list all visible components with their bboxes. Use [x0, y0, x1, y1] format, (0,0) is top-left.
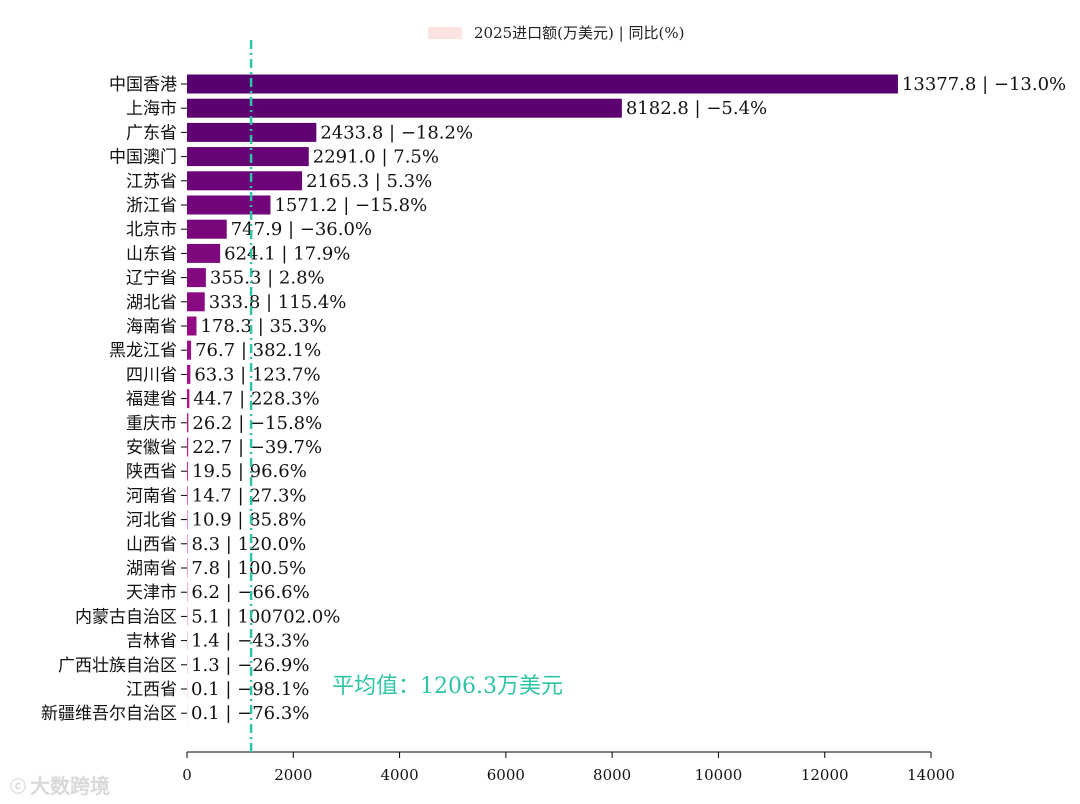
watermark: ⓒ 大数跨境: [10, 770, 110, 799]
bar: [187, 340, 192, 360]
bar: [187, 195, 271, 215]
x-tick-label: 8000: [593, 766, 631, 784]
y-tick-label: 福建省: [126, 390, 177, 410]
bar: [187, 510, 188, 530]
x-tick-label: 6000: [487, 766, 525, 784]
bar-value-label: 1.3 | −26.9%: [191, 655, 309, 676]
y-tick-label: 河北省: [126, 511, 177, 531]
bar: [187, 461, 189, 481]
bar-value-label: 63.3 | 123.7%: [194, 364, 320, 385]
y-tick-label: 湖南省: [126, 559, 177, 579]
y-tick-label: 安徽省: [126, 438, 177, 458]
bar: [187, 122, 317, 142]
y-tick-label: 海南省: [126, 317, 177, 337]
y-tick-label: 吉林省: [126, 632, 177, 652]
bar: [187, 558, 188, 578]
legend-swatch: [428, 26, 462, 39]
bar: [187, 292, 205, 312]
bar-value-label: 747.9 | −36.0%: [231, 219, 372, 240]
y-tick-label: 陕西省: [126, 462, 177, 482]
legend: 2025进口额(万美元) | 同比(%): [428, 22, 684, 43]
bar-value-label: 26.2 | −15.8%: [192, 413, 322, 434]
y-tick-label: 上海市: [126, 99, 177, 119]
y-tick-label: 中国澳门: [109, 148, 177, 168]
bar-value-label: 624.1 | 17.9%: [224, 243, 350, 264]
bar-value-label: 1.4 | −43.3%: [191, 631, 309, 652]
bar-value-label: 76.7 | 382.1%: [195, 340, 321, 361]
bar: [187, 364, 191, 384]
y-tick-label: 内蒙古自治区: [75, 607, 177, 627]
y-tick-label: 江西省: [126, 680, 177, 700]
y-tick-label: 中国香港: [109, 75, 177, 95]
y-tick-label: 重庆市: [126, 414, 177, 434]
watermark-logo: ⓒ: [10, 776, 27, 796]
x-tick-label: 12000: [801, 766, 849, 784]
x-tick-label: 2000: [274, 766, 312, 784]
bar: [187, 243, 221, 263]
bar: [187, 631, 188, 651]
bar-value-label: 5.1 | 100702.0%: [191, 606, 340, 627]
y-tick-label: 黑龙江省: [109, 341, 177, 361]
bar-value-label: 13377.8 | −13.0%: [902, 74, 1066, 95]
x-tick-label: 4000: [380, 766, 418, 784]
y-tick-label: 山西省: [126, 535, 177, 555]
bar: [187, 74, 898, 94]
bar-value-label: 1571.2 | −15.8%: [274, 195, 427, 216]
bar: [187, 582, 188, 602]
mean-label: 平均值：1206.3万美元: [332, 674, 563, 699]
bar-value-label: 355.3 | 2.8%: [210, 268, 325, 289]
bar: [187, 219, 227, 239]
bar: [187, 171, 303, 191]
bar: [187, 534, 188, 554]
bar-value-label: 44.7 | 228.3%: [193, 389, 319, 410]
bar: [187, 655, 188, 675]
bar-value-label: 22.7 | −39.7%: [192, 437, 322, 458]
bar: [187, 268, 206, 288]
y-tick-label: 四川省: [126, 365, 177, 385]
x-tick-label: 10000: [695, 766, 743, 784]
y-tick-label: 山东省: [126, 244, 177, 264]
legend-label: 2025进口额(万美元) | 同比(%): [474, 24, 685, 42]
bar: [187, 679, 188, 699]
y-tick-label: 广东省: [126, 123, 177, 143]
bar-value-label: 333.8 | 115.4%: [209, 292, 347, 313]
bar: [187, 703, 188, 723]
bar-value-label: 7.8 | 100.5%: [191, 558, 306, 579]
bar-value-label: 2291.0 | 7.5%: [313, 147, 439, 168]
bar: [187, 98, 622, 118]
bar: [187, 413, 189, 433]
bar: [187, 606, 188, 626]
bar: [187, 316, 197, 336]
y-tick-label: 新疆维吾尔自治区: [41, 704, 177, 724]
bar: [187, 389, 190, 409]
watermark-text: 大数跨境: [30, 774, 111, 798]
bar-value-label: 8.3 | 120.0%: [191, 534, 306, 555]
x-tick-label: 0: [182, 766, 192, 784]
y-tick-label: 河南省: [126, 486, 177, 506]
bar-value-label: 19.5 | 96.6%: [192, 461, 307, 482]
bar-value-label: 8182.8 | −5.4%: [626, 98, 767, 119]
y-tick-label: 广西壮族自治区: [58, 656, 177, 676]
y-tick-label: 浙江省: [126, 196, 177, 216]
y-tick-label: 天津市: [126, 583, 177, 603]
y-tick-label: 辽宁省: [126, 269, 177, 289]
y-tick-label: 湖北省: [126, 293, 177, 313]
y-tick-label: 北京市: [126, 220, 177, 240]
x-tick-label: 14000: [907, 766, 955, 784]
bar-value-label: 14.7 | 27.3%: [192, 485, 307, 506]
bar: [187, 485, 188, 505]
bar: [187, 147, 309, 167]
bar-value-label: 2165.3 | 5.3%: [306, 171, 432, 192]
y-tick-label: 江苏省: [126, 172, 177, 192]
bar-value-label: 2433.8 | −18.2%: [320, 122, 473, 143]
bar: [187, 437, 189, 457]
bar-value-label: 10.9 | 85.8%: [192, 510, 307, 531]
bar-value-label: 178.3 | 35.3%: [200, 316, 326, 337]
